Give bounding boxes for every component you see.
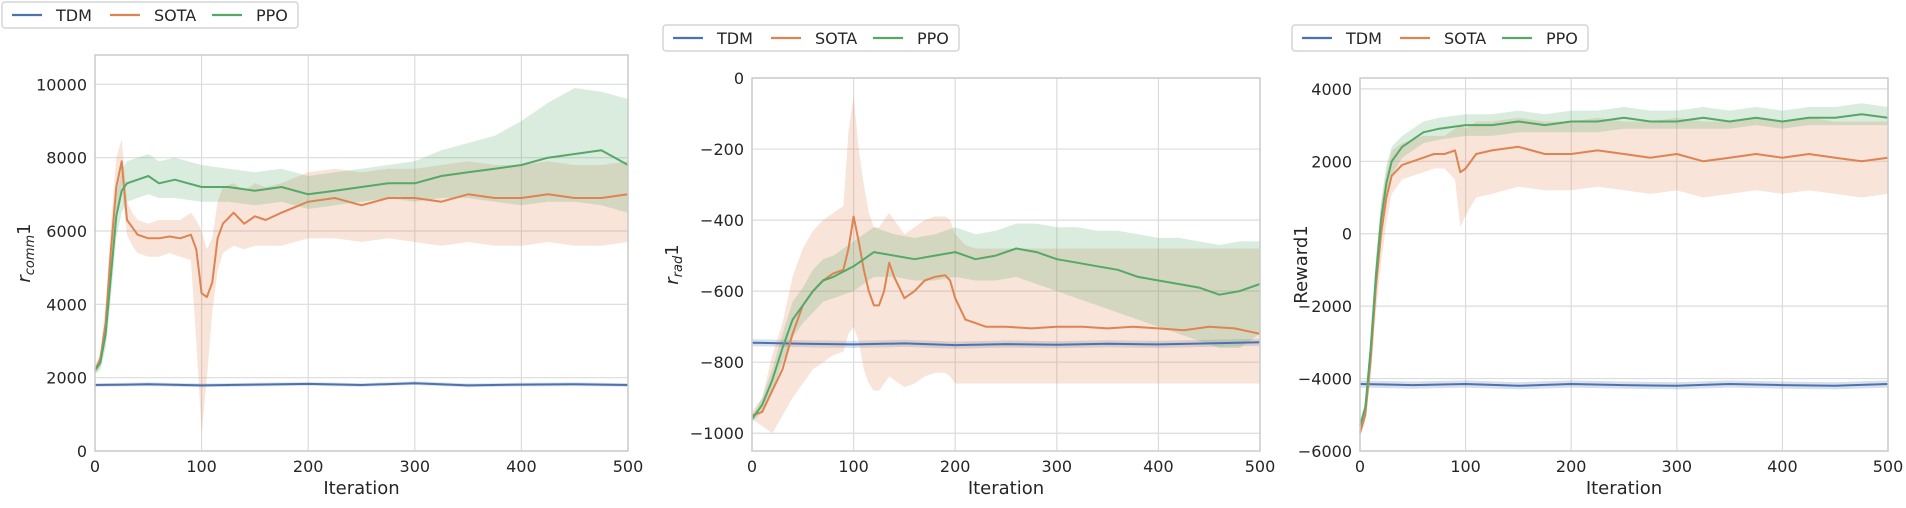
legend-label-ppo: PPO [1546,29,1578,48]
plot-frame [94,54,629,452]
series-line-sota [1359,145,1889,434]
plot-area [1360,78,1888,451]
legend: TDM SOTA PPO [1291,24,1589,52]
x-tick-label: 400 [1767,457,1798,476]
series-line-tdm [1359,383,1889,387]
band-sota [1360,117,1888,437]
series-line-tdm [751,341,1261,347]
x-axis-label: Iteration [968,478,1044,499]
x-tick-label: 0 [1355,457,1365,476]
x-tick-label: 200 [940,457,971,476]
y-tick-label: 0 [1342,225,1352,244]
plot-area [752,78,1260,451]
x-tick-label: 300 [1042,457,1073,476]
band-ppo [95,88,628,374]
chart-3: 0 100 200 300 400 500 −6000 −4000 −2000 0 2000 4000… [1291,24,1904,499]
y-tick-label: −6000 [1298,442,1352,461]
x-tick-label: 300 [400,457,431,476]
legend-label-sota: SOTA [154,6,196,25]
legend-label-sota: SOTA [1444,29,1486,48]
x-tick-label: 200 [1556,457,1587,476]
legend-label-ppo: PPO [917,29,949,48]
chart-1: 0 100 200 300 400 500 0 2000 4000 6000 8000 10000 It… [1,1,644,499]
x-tick-label: 200 [293,457,324,476]
legend-label-ppo: PPO [256,6,288,25]
plot-frame [751,77,1261,452]
legend-box [1291,24,1589,52]
y-axis-label: rcomm1 [14,223,38,282]
y-tick-label: −2000 [1298,297,1352,316]
series-line-tdm [94,382,629,387]
legend-label-sota: SOTA [815,29,857,48]
y-tick-label: 8000 [46,149,87,168]
legend-box [662,24,960,52]
legend-box [1,1,299,29]
series-line-sota [94,160,629,371]
legend-label-tdm: TDM [1345,29,1382,48]
x-tick-label: 500 [1873,457,1904,476]
legend: TDM SOTA PPO [1,1,299,29]
x-tick-label: 500 [613,457,644,476]
x-axis-label: Iteration [1586,478,1662,499]
y-tick-label: −800 [700,353,744,372]
y-tick-label: 6000 [46,222,87,241]
y-axis-label: Reward1 [1291,225,1312,304]
y-tick-label: 2000 [46,369,87,388]
x-tick-label: 100 [838,457,869,476]
y-tick-label: 0 [734,69,744,88]
band-sota [95,139,628,433]
y-tick-label: 0 [77,442,87,461]
legend-label-tdm: TDM [716,29,753,48]
x-tick-label: 0 [747,457,757,476]
y-axis-label: rrad1 [662,244,686,284]
chart-2: 0 100 200 300 400 500 −1000 −800 −600 −400 −200 0 It… [662,24,1276,499]
series-line-ppo [94,149,629,371]
legend: TDM SOTA PPO [662,24,960,52]
y-tick-label: −4000 [1298,370,1352,389]
y-tick-label: −600 [700,282,744,301]
y-tick-label: 2000 [1311,152,1352,171]
x-tick-label: 500 [1245,457,1276,476]
x-tick-label: 400 [506,457,537,476]
legend-label-tdm: TDM [55,6,92,25]
x-tick-label: 100 [1450,457,1481,476]
y-tick-label: −1000 [690,424,744,443]
x-tick-label: 0 [90,457,100,476]
y-tick-label: −400 [700,211,744,230]
band-ppo [752,223,1260,423]
series-line-ppo [751,247,1261,420]
plot-frame [1359,77,1889,452]
x-tick-label: 100 [186,457,217,476]
x-axis-label: Iteration [323,478,399,499]
y-tick-label: 4000 [46,295,87,314]
band-ppo [1360,103,1888,430]
x-tick-label: 300 [1662,457,1693,476]
band-sota [752,95,1260,434]
y-tick-label: 4000 [1311,80,1352,99]
x-tick-label: 400 [1143,457,1174,476]
series-line-ppo [1359,113,1889,426]
y-tick-label: −200 [700,140,744,159]
y-tick-label: 10000 [36,75,87,94]
